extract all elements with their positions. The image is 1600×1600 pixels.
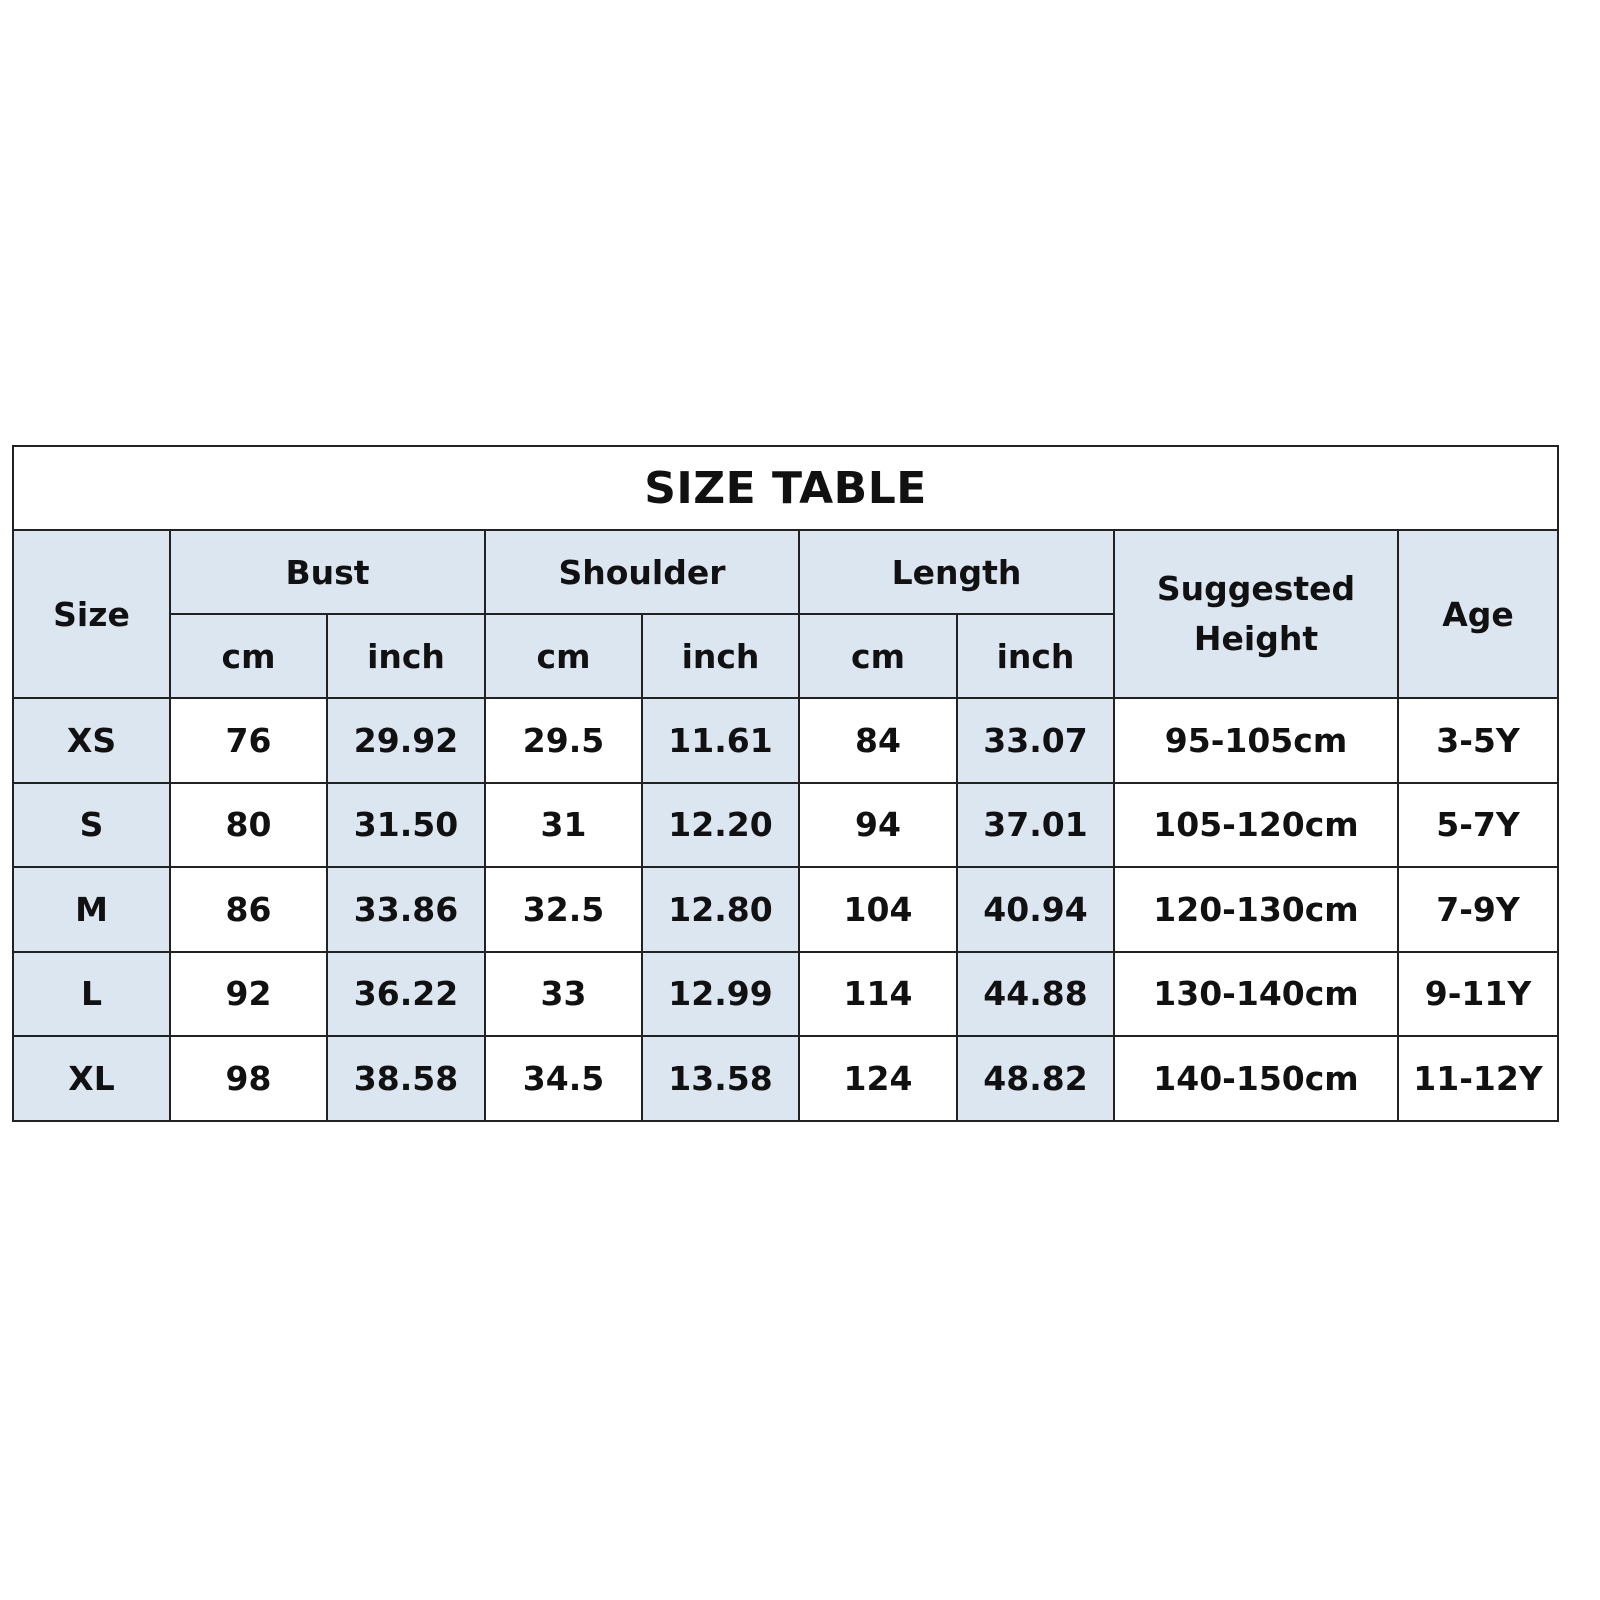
cell-age: 11-12Y bbox=[1397, 1035, 1559, 1122]
cell-height: 120-130cm bbox=[1113, 866, 1399, 953]
table-title: SIZE TABLE bbox=[12, 445, 1559, 531]
cell-bust-cm: 98 bbox=[169, 1035, 328, 1122]
cell-age: 3-5Y bbox=[1397, 697, 1559, 784]
cell-length-cm: 104 bbox=[798, 866, 958, 953]
cell-shoulder-inch: 13.58 bbox=[641, 1035, 800, 1122]
header-shoulder-inch: inch bbox=[641, 613, 800, 699]
table-row: XL 98 38.58 34.5 13.58 124 48.82 140-150cm 11-12… bbox=[12, 1035, 1559, 1122]
cell-length-cm: 84 bbox=[798, 697, 958, 784]
cell-size: XS bbox=[12, 697, 171, 784]
cell-shoulder-cm: 34.5 bbox=[484, 1035, 643, 1122]
cell-length-inch: 37.01 bbox=[956, 781, 1115, 868]
header-length: Length bbox=[798, 529, 1115, 615]
cell-length-inch: 40.94 bbox=[956, 866, 1115, 953]
cell-length-inch: 33.07 bbox=[956, 697, 1115, 784]
cell-shoulder-inch: 12.99 bbox=[641, 950, 800, 1037]
cell-age: 5-7Y bbox=[1397, 781, 1559, 868]
cell-length-inch: 48.82 bbox=[956, 1035, 1115, 1122]
cell-size: S bbox=[12, 781, 171, 868]
cell-shoulder-cm: 33 bbox=[484, 950, 643, 1037]
cell-bust-cm: 80 bbox=[169, 781, 328, 868]
cell-bust-cm: 92 bbox=[169, 950, 328, 1037]
cell-shoulder-inch: 12.20 bbox=[641, 781, 800, 868]
cell-shoulder-cm: 32.5 bbox=[484, 866, 643, 953]
cell-bust-cm: 76 bbox=[169, 697, 328, 784]
cell-height: 95-105cm bbox=[1113, 697, 1399, 784]
header-bust-cm: cm bbox=[169, 613, 328, 699]
cell-age: 7-9Y bbox=[1397, 866, 1559, 953]
size-table: SIZE TABLE Size Bust Shoulder Length Sug… bbox=[12, 445, 1559, 1122]
cell-bust-inch: 29.92 bbox=[326, 697, 486, 784]
cell-length-cm: 114 bbox=[798, 950, 958, 1037]
cell-length-cm: 94 bbox=[798, 781, 958, 868]
header-shoulder-cm: cm bbox=[484, 613, 643, 699]
cell-bust-inch: 36.22 bbox=[326, 950, 486, 1037]
cell-bust-cm: 86 bbox=[169, 866, 328, 953]
header-suggested-height: Suggested Height bbox=[1113, 529, 1399, 699]
table-row: L 92 36.22 33 12.99 114 44.88 130-140cm 9-11Y bbox=[12, 950, 1559, 1037]
cell-bust-inch: 33.86 bbox=[326, 866, 486, 953]
table-row: XS 76 29.92 29.5 11.61 84 33.07 95-105cm 3-5Y bbox=[12, 697, 1559, 784]
cell-shoulder-cm: 31 bbox=[484, 781, 643, 868]
header-shoulder: Shoulder bbox=[484, 529, 800, 615]
header-size: Size bbox=[12, 529, 171, 699]
cell-length-cm: 124 bbox=[798, 1035, 958, 1122]
cell-shoulder-inch: 12.80 bbox=[641, 866, 800, 953]
cell-size: M bbox=[12, 866, 171, 953]
cell-age: 9-11Y bbox=[1397, 950, 1559, 1037]
header-bust-inch: inch bbox=[326, 613, 486, 699]
header-age: Age bbox=[1397, 529, 1559, 699]
header-length-cm: cm bbox=[798, 613, 958, 699]
cell-length-inch: 44.88 bbox=[956, 950, 1115, 1037]
cell-shoulder-inch: 11.61 bbox=[641, 697, 800, 784]
cell-shoulder-cm: 29.5 bbox=[484, 697, 643, 784]
header-bust: Bust bbox=[169, 529, 486, 615]
cell-bust-inch: 38.58 bbox=[326, 1035, 486, 1122]
cell-height: 130-140cm bbox=[1113, 950, 1399, 1037]
cell-height: 140-150cm bbox=[1113, 1035, 1399, 1122]
cell-size: XL bbox=[12, 1035, 171, 1122]
cell-height: 105-120cm bbox=[1113, 781, 1399, 868]
table-row: S 80 31.50 31 12.20 94 37.01 105-120cm 5-7Y bbox=[12, 781, 1559, 868]
cell-size: L bbox=[12, 950, 171, 1037]
table-row: M 86 33.86 32.5 12.80 104 40.94 120-130cm 7-9Y bbox=[12, 866, 1559, 953]
cell-bust-inch: 31.50 bbox=[326, 781, 486, 868]
header-length-inch: inch bbox=[956, 613, 1115, 699]
